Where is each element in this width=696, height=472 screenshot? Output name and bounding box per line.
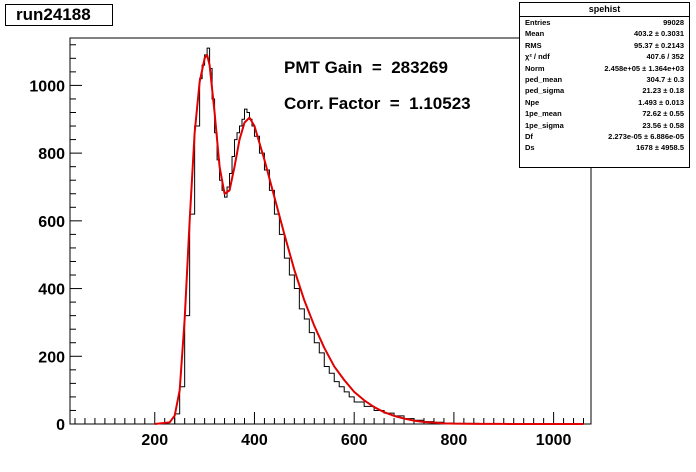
stats-row: ped_mean 304.7 ± 0.3	[520, 74, 689, 85]
stats-row-name: Entries	[525, 18, 551, 27]
x-tick-label: 400	[241, 432, 268, 449]
run-title: run24188	[5, 4, 113, 26]
y-tick-label: 200	[38, 349, 65, 366]
plot-frame	[69, 37, 592, 425]
stats-row-value: 304.7 ± 0.3	[646, 74, 684, 84]
stats-box-title: spehist	[520, 3, 689, 17]
stats-row-name: 1pe_sigma	[525, 120, 564, 130]
stats-row: χ² / ndf 407.6 / 352	[520, 51, 689, 62]
pmt-gain-label: PMT Gain = 283269	[284, 58, 448, 77]
stats-row: ped_sigma 21.23 ± 0.18	[520, 85, 689, 96]
stats-row-value: 1.493 ± 0.013	[638, 97, 684, 107]
y-tick-label: 0	[56, 417, 65, 434]
stats-row-value: 1678 ± 4958.5	[636, 143, 684, 153]
y-tick-label: 600	[38, 214, 65, 231]
stats-row-name: χ² / ndf	[525, 52, 550, 62]
stats-row-name: Npe	[525, 97, 540, 107]
stats-row-name: Norm	[525, 63, 545, 73]
stats-row: Df 2.273e-05 ± 6.886e-05	[520, 131, 689, 142]
stats-row-name: Df	[525, 131, 533, 141]
stats-box: spehist Entries 99028 Mean 403.2 ± 0.3031 RM…	[519, 2, 690, 168]
stats-row-name: ped_sigma	[525, 86, 565, 96]
stats-row-name: 1pe_mean	[525, 109, 562, 119]
stats-row: Ds 1678 ± 4958.5	[520, 142, 689, 153]
stats-row-value: 72.62 ± 0.55	[642, 109, 684, 119]
y-tick-label: 1000	[29, 78, 65, 95]
stats-row: 1pe_mean 72.62 ± 0.55	[520, 108, 689, 119]
stats-row-value: 2.458e+05 ± 1.364e+03	[604, 63, 684, 73]
stats-row-value: 407.6 / 352	[646, 52, 684, 62]
stats-rows: Entries 99028 Mean 403.2 ± 0.3031 RMS 95.37 ±…	[520, 17, 689, 154]
stats-row-name: RMS	[525, 40, 542, 50]
stats-row-name: ped_mean	[525, 74, 563, 84]
stats-row-value: 403.2 ± 0.3031	[634, 29, 684, 39]
stats-row: Entries 99028	[520, 17, 689, 28]
stats-row-name: Ds	[525, 143, 535, 153]
stats-row-value: 21.23 ± 0.18	[642, 86, 684, 96]
x-tick-label: 1000	[536, 432, 572, 449]
stats-row-value: 95.37 ± 0.2143	[634, 40, 684, 50]
correction-factor-label: Corr. Factor = 1.10523	[284, 94, 471, 113]
stats-row-value: 23.56 ± 0.58	[642, 120, 684, 130]
stats-row-name: Mean	[525, 29, 545, 39]
y-tick-label: 400	[38, 282, 65, 299]
stats-row-value: 2.273e-05 ± 6.886e-05	[608, 131, 684, 141]
x-tick-label: 800	[441, 432, 468, 449]
x-tick-label: 200	[141, 432, 168, 449]
stats-row: Npe 1.493 ± 0.013	[520, 97, 689, 108]
stats-row: 1pe_sigma 23.56 ± 0.58	[520, 120, 689, 131]
stats-row: RMS 95.37 ± 0.2143	[520, 40, 689, 51]
stats-row: Norm 2.458e+05 ± 1.364e+03	[520, 63, 689, 74]
stats-row-value: 99028	[663, 18, 684, 27]
x-tick-label: 600	[341, 432, 368, 449]
fit-curve	[154, 53, 584, 425]
y-tick-label: 800	[38, 146, 65, 163]
stats-row: Mean 403.2 ± 0.3031	[520, 28, 689, 39]
